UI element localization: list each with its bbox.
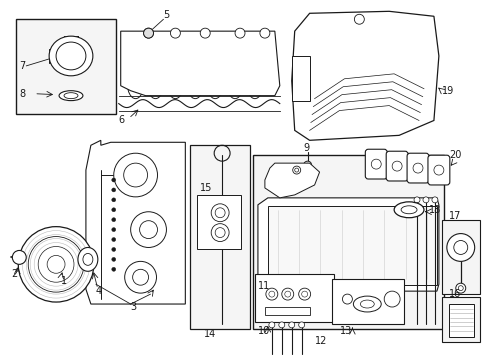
Bar [64,36,78,46]
Circle shape [112,247,116,251]
Circle shape [112,238,116,242]
Circle shape [200,28,210,38]
Text: 15: 15 [200,183,212,193]
Text: 8: 8 [19,89,25,99]
Text: 17: 17 [448,211,460,221]
Circle shape [143,28,153,38]
Text: 7: 7 [19,61,25,71]
Text: 6: 6 [119,116,124,126]
Bar [252,155,443,329]
Ellipse shape [78,247,98,271]
Text: 13: 13 [339,326,351,336]
Ellipse shape [59,91,83,100]
Ellipse shape [353,296,381,312]
Text: 19: 19 [441,86,453,96]
Circle shape [130,212,166,247]
Bar [49,49,59,63]
Circle shape [170,28,180,38]
Text: 16: 16 [448,289,460,299]
Text: 5: 5 [163,10,169,20]
Circle shape [112,178,116,182]
Circle shape [112,267,116,271]
Circle shape [235,28,244,38]
Polygon shape [257,198,438,291]
Text: 10: 10 [257,326,270,336]
Bar [332,279,403,324]
Circle shape [278,322,284,328]
Circle shape [114,153,157,197]
Circle shape [354,14,364,24]
Text: 14: 14 [204,329,216,339]
Bar [441,297,479,342]
Circle shape [112,208,116,212]
Circle shape [292,166,300,174]
Ellipse shape [49,36,93,76]
Bar [190,145,249,329]
Text: 20: 20 [448,150,460,160]
Ellipse shape [393,202,423,218]
Text: 3: 3 [130,302,137,312]
Bar [448,304,473,337]
Circle shape [12,251,26,264]
Circle shape [112,257,116,261]
Circle shape [431,197,437,203]
Circle shape [455,283,465,293]
FancyBboxPatch shape [427,155,449,185]
Circle shape [413,197,419,203]
Text: 11: 11 [257,281,270,291]
Circle shape [298,322,304,328]
Circle shape [112,198,116,202]
Bar [267,206,436,285]
Text: 18: 18 [428,205,440,215]
Circle shape [143,28,153,38]
Circle shape [422,197,428,203]
Polygon shape [291,11,438,140]
Circle shape [303,161,311,169]
Circle shape [268,322,274,328]
Bar [441,220,479,294]
Bar [264,307,309,315]
Circle shape [18,227,94,302]
Text: 1: 1 [61,276,67,286]
Circle shape [260,28,269,38]
Text: 12: 12 [314,336,326,346]
Circle shape [112,188,116,192]
Polygon shape [264,163,319,198]
Bar [291,56,309,100]
Bar [254,274,334,322]
Text: 2: 2 [11,269,18,279]
Ellipse shape [446,234,474,261]
Circle shape [112,228,116,231]
Bar [197,195,241,249]
Polygon shape [121,31,279,96]
Text: 9: 9 [303,143,309,153]
FancyBboxPatch shape [365,149,386,179]
Circle shape [124,261,156,293]
Polygon shape [86,140,185,304]
FancyBboxPatch shape [406,153,428,183]
Circle shape [112,218,116,222]
FancyBboxPatch shape [386,151,407,181]
Text: 4: 4 [96,286,102,296]
Bar [16,19,116,113]
Circle shape [288,322,294,328]
